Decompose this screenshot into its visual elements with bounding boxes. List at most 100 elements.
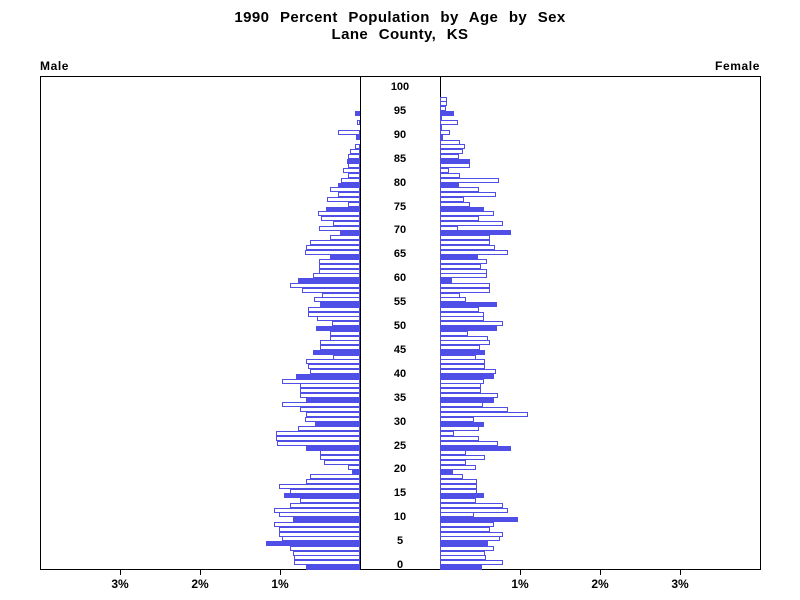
bar-female-age-33 (440, 407, 508, 413)
bar-male-age-17 (279, 483, 360, 489)
age-axis-label-40: 40 (393, 367, 407, 380)
bar-female-age-6 (440, 536, 500, 542)
bar-female-age-17 (440, 483, 477, 489)
bar-male-age-39 (282, 378, 360, 384)
bar-female-age-4 (440, 545, 494, 551)
bar-male-age-48 (330, 335, 360, 341)
bar-male-age-19 (310, 474, 360, 480)
bar-female-age-89 (440, 139, 460, 145)
bar-female-age-53 (440, 311, 484, 317)
x-axis-label-left-2%: 2% (191, 577, 209, 591)
bar-male-age-81 (341, 177, 360, 183)
bar-female-age-82 (440, 173, 460, 179)
age-axis-label-60: 60 (393, 272, 407, 285)
bar-male-age-55 (320, 302, 360, 308)
bar-female-age-72 (440, 220, 503, 226)
bar-female-age-2 (440, 555, 486, 561)
bar-male-age-34 (282, 402, 360, 408)
bar-male-age-50 (316, 326, 360, 331)
bar-male-age-84 (348, 163, 360, 169)
x-axis-tick-right-2% (600, 570, 601, 575)
bar-female-age-97 (440, 101, 447, 107)
bar-male-age-18 (306, 478, 360, 484)
x-axis-tick-right-3% (680, 570, 681, 575)
female-side-label: Female (715, 59, 760, 73)
bar-male-age-8 (279, 526, 360, 532)
bar-male-age-43 (306, 359, 360, 365)
bar-male-age-0 (306, 565, 360, 570)
age-axis-label-45: 45 (393, 343, 407, 356)
bar-female-age-31 (440, 416, 474, 422)
bar-female-age-69 (440, 235, 490, 241)
x-axis-tick-left-2% (200, 570, 201, 575)
bar-female-age-23 (440, 455, 485, 461)
bar-female-age-0 (440, 565, 482, 570)
bar-male-age-51 (332, 321, 360, 327)
bar-female-age-96 (440, 106, 446, 112)
bar-female-age-41 (440, 369, 496, 375)
bar-male-age-91 (338, 130, 360, 136)
bar-female-age-50 (440, 326, 497, 331)
age-axis-label-75: 75 (393, 200, 407, 213)
bar-male-age-73 (321, 216, 360, 222)
bar-female-age-36 (440, 392, 498, 398)
age-axis-label-85: 85 (393, 152, 407, 165)
bar-male-age-45 (313, 349, 360, 355)
bar-female-age-35 (440, 397, 494, 403)
bar-female-age-87 (440, 149, 463, 155)
bar-female-age-70 (440, 230, 511, 236)
bar-male-age-95 (355, 110, 360, 116)
age-axis-label-55: 55 (393, 296, 407, 309)
bar-female-age-66 (440, 249, 508, 255)
bar-female-age-27 (440, 435, 479, 441)
bar-female-age-45 (440, 349, 485, 355)
bar-female-age-21 (440, 464, 476, 470)
bar-female-age-94 (440, 115, 442, 121)
bar-male-age-46 (320, 345, 360, 351)
age-axis-label-100: 100 (390, 81, 410, 93)
bar-female-age-52 (440, 316, 484, 322)
bar-male-age-16 (290, 488, 360, 494)
age-axis-label-20: 20 (393, 463, 407, 476)
bar-female-age-60 (440, 278, 452, 284)
x-axis-tick-right-1% (520, 570, 521, 575)
age-axis-label-35: 35 (393, 391, 407, 404)
bar-male-age-68 (310, 239, 360, 245)
bar-male-age-29 (298, 426, 360, 432)
bar-female-age-8 (440, 526, 490, 532)
bar-male-age-20 (352, 469, 360, 475)
bar-female-age-98 (440, 96, 447, 102)
bar-female-age-57 (440, 292, 460, 298)
bar-male-age-66 (305, 249, 360, 255)
bar-female-age-56 (440, 297, 466, 303)
bar-female-age-30 (440, 421, 484, 427)
bar-female-age-88 (440, 144, 465, 150)
bar-female-age-15 (440, 493, 484, 499)
bar-male-age-63 (319, 263, 360, 269)
bar-female-age-77 (440, 196, 464, 202)
bar-female-age-84 (440, 163, 470, 169)
bar-female-age-29 (440, 426, 479, 432)
bar-female-age-22 (440, 459, 466, 465)
bar-female-age-46 (440, 345, 480, 351)
bar-male-age-90 (356, 134, 360, 140)
bar-female-age-25 (440, 445, 511, 451)
bottom-axis-join-line (360, 569, 441, 570)
bar-male-age-61 (313, 273, 360, 279)
bar-male-age-54 (308, 306, 360, 312)
bar-female-age-76 (440, 201, 470, 207)
x-axis-label-left-1%: 1% (271, 577, 289, 591)
age-axis-label-50: 50 (393, 320, 407, 332)
bar-female-age-5 (440, 541, 488, 547)
bar-male-age-36 (300, 392, 360, 398)
bar-male-age-59 (290, 282, 360, 288)
bar-female-age-14 (440, 498, 476, 504)
bar-female-age-91 (440, 130, 450, 136)
bar-female-age-55 (440, 302, 497, 308)
bar-male-age-77 (327, 196, 360, 202)
bar-male-age-64 (319, 259, 360, 265)
bar-male-age-21 (348, 464, 360, 470)
bar-male-age-62 (319, 268, 360, 274)
bar-female-age-48 (440, 335, 488, 341)
